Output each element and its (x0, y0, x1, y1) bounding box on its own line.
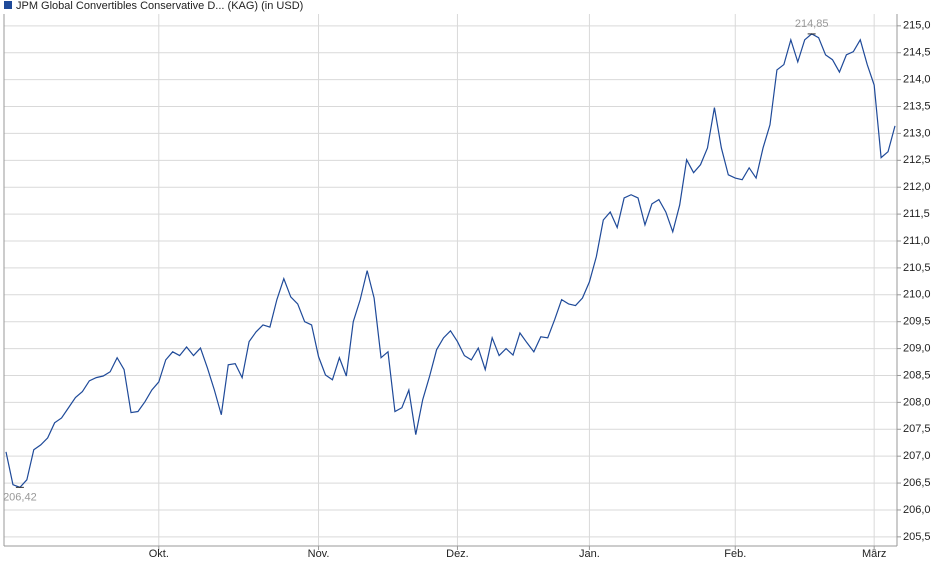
y-tick-label: 208,0 (903, 396, 931, 408)
y-tick-label: 207,0 (903, 450, 931, 462)
y-tick-label: 214,0 (903, 74, 931, 86)
value-label: 206,42 (3, 491, 37, 503)
legend-marker (4, 1, 12, 9)
y-tick-label: 211,5 (903, 208, 930, 220)
y-tick-label: 209,5 (903, 316, 931, 328)
y-tick-label: 207,5 (903, 423, 931, 435)
x-tick-label: März (862, 548, 886, 560)
y-tick-label: 206,0 (903, 504, 931, 516)
y-tick-label: 214,5 (903, 47, 931, 59)
y-tick-label: 212,5 (903, 154, 931, 166)
y-tick-label: 205,5 (903, 531, 931, 543)
x-tick-label: Nov. (308, 548, 330, 560)
y-tick-label: 210,0 (903, 289, 931, 301)
x-tick-label: Dez. (446, 548, 469, 560)
x-tick-label: Feb. (724, 548, 746, 560)
y-tick-label: 213,5 (903, 100, 931, 112)
x-tick-label: Okt. (149, 548, 169, 560)
y-tick-label: 210,5 (903, 262, 931, 274)
y-tick-label: 215,0 (903, 20, 931, 32)
y-tick-label: 211,0 (903, 235, 930, 247)
value-label: 214,85 (795, 18, 829, 30)
y-tick-label: 208,5 (903, 369, 931, 381)
series-line (5, 33, 896, 489)
x-tick-label: Jan. (579, 548, 600, 560)
legend-label: JPM Global Convertibles Conservative D..… (16, 0, 303, 12)
y-tick-label: 206,5 (903, 477, 931, 489)
y-tick-label: 213,0 (903, 127, 931, 139)
y-tick-label: 209,0 (903, 342, 931, 354)
y-tick-label: 212,0 (903, 181, 931, 193)
